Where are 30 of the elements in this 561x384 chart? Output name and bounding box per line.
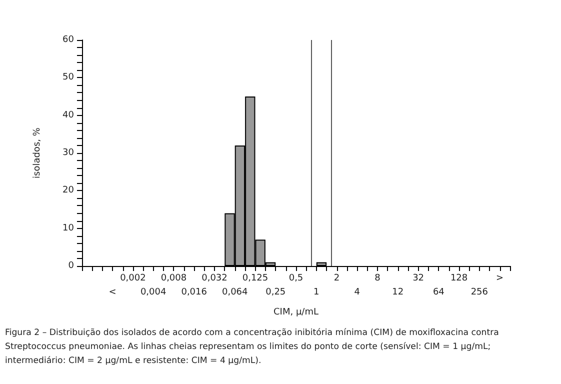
y-axis-title: isolados, % [32, 127, 42, 178]
x-tick-label: 0,002 [120, 274, 146, 284]
x-tick-label: 32 [412, 274, 424, 284]
x-tick-label: 0,032 [202, 274, 228, 284]
x-tick-label: 0,004 [140, 288, 166, 298]
y-tick-label: 60 [62, 35, 74, 45]
x-tick-label: < [108, 288, 116, 298]
x-tick-label: 8 [374, 274, 381, 284]
x-tick-label: 128 [450, 274, 468, 284]
x-tick-label: 256 [470, 288, 488, 298]
x-tick-label: 1 [314, 288, 320, 298]
x-tick-label: 2 [334, 274, 340, 284]
x-axis-title: CIM, μ/mL [274, 308, 318, 318]
y-tick-label: 50 [62, 72, 74, 83]
y-tick-label: 20 [62, 186, 74, 196]
text: Figura 2 – Distribuição dos isolados de acordo com a concentração inibitória mínima (CIM) de moxifloxacina contra Streptococcus pneumoniae. As linhas cheias representam os limites do ponto de corte (sensível: CIM = 1 μg/mL; intermediário: CIM = 2 μg/mL e resistente: CIM = 4 μg/mL). [5, 328, 502, 366]
y-tick-label: 40 [62, 110, 74, 120]
x-tick-label: > [496, 274, 504, 284]
y-tick-label: 30 [62, 148, 74, 158]
x-tick-label: 12 [392, 288, 404, 298]
x-tick-label: 64 [432, 288, 445, 298]
y-tick-label: 0 [68, 261, 74, 271]
x-tick-label: 0,064 [222, 288, 248, 298]
y-tick-label: 10 [62, 223, 74, 234]
x-tick-label: 0,016 [181, 288, 208, 298]
x-tick-label: 0,008 [160, 274, 187, 284]
x-tick-label: 4 [354, 288, 360, 298]
x-tick-label: 0,25 [266, 288, 286, 298]
x-tick-label: 0,125 [242, 274, 268, 284]
x-tick-label: 0,5 [288, 274, 304, 284]
